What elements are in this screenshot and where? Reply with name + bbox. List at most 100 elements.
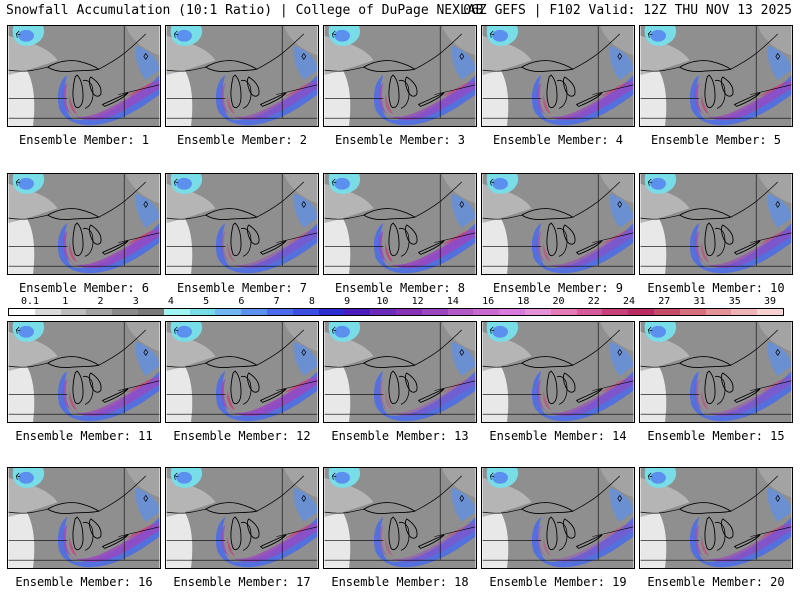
colorbar-label: 14 bbox=[446, 296, 459, 307]
colorbar-label: 22 bbox=[587, 296, 600, 307]
colorbar-swatch bbox=[395, 309, 422, 315]
header-title-right: 06Z GEFS | F102 Valid: 12Z THU NOV 13 20… bbox=[463, 3, 792, 18]
snowfall-map bbox=[639, 321, 793, 423]
ensemble-panel: Ensemble Member: 15 bbox=[639, 321, 793, 445]
colorbar-label: 18 bbox=[517, 296, 530, 307]
ensemble-panel: Ensemble Member: 18 bbox=[323, 467, 477, 591]
colorbar-swatch bbox=[86, 309, 113, 315]
colorbar-swatch bbox=[60, 309, 87, 315]
snowfall-map bbox=[481, 467, 635, 569]
colorbar-swatch bbox=[576, 309, 603, 315]
panel-label: Ensemble Member: 2 bbox=[176, 133, 308, 147]
colorbar-swatch bbox=[34, 309, 61, 315]
ensemble-panel: Ensemble Member: 20 bbox=[639, 467, 793, 591]
colorbar-swatch bbox=[757, 309, 783, 315]
ensemble-panel: Ensemble Member: 19 bbox=[481, 467, 635, 591]
snowfall-map bbox=[165, 467, 319, 569]
panel-label: Ensemble Member: 4 bbox=[492, 133, 624, 147]
panel-label: Ensemble Member: 5 bbox=[650, 133, 782, 147]
colorbar-swatch bbox=[447, 309, 474, 315]
panel-label: Ensemble Member: 18 bbox=[331, 575, 469, 589]
snowfall-map bbox=[323, 467, 477, 569]
colorbar-label: 1 bbox=[62, 296, 69, 307]
snowfall-map bbox=[323, 173, 477, 275]
colorbar-swatch bbox=[292, 309, 319, 315]
panel-label: Ensemble Member: 7 bbox=[176, 281, 308, 295]
ensemble-panel: Ensemble Member: 16 bbox=[7, 467, 161, 591]
colorbar-swatch bbox=[241, 309, 267, 315]
snowfall-map bbox=[639, 173, 793, 275]
colorbar-swatch bbox=[318, 309, 345, 315]
snowfall-map bbox=[481, 173, 635, 275]
colorbar-swatch bbox=[653, 309, 680, 315]
snowfall-map bbox=[639, 467, 793, 569]
colorbar-label: 24 bbox=[623, 296, 636, 307]
colorbar-swatch bbox=[112, 309, 138, 315]
colorbar-label: 16 bbox=[482, 296, 495, 307]
snowfall-map bbox=[165, 321, 319, 423]
ensemble-panel: Ensemble Member: 12 bbox=[165, 321, 319, 445]
colorbar-label: 9 bbox=[344, 296, 351, 307]
colorbar-label: 3 bbox=[132, 296, 139, 307]
ensemble-panel: Ensemble Member: 17 bbox=[165, 467, 319, 591]
colorbar-label: 39 bbox=[763, 296, 777, 307]
ensemble-panel: Ensemble Member: 2 bbox=[165, 25, 319, 149]
colorbar-swatch bbox=[215, 309, 242, 315]
colorbar-label: 2 bbox=[97, 296, 104, 307]
ensemble-panel: Ensemble Member: 4 bbox=[481, 25, 635, 149]
colorbar-label: 35 bbox=[728, 296, 741, 307]
colorbar-label: 0.1 bbox=[20, 296, 40, 307]
colorbar-swatch bbox=[163, 309, 190, 315]
snowfall-map bbox=[323, 25, 477, 127]
colorbar-swatch bbox=[344, 309, 371, 315]
panel-label: Ensemble Member: 15 bbox=[647, 429, 785, 443]
colorbar-label: 10 bbox=[376, 296, 389, 307]
ensemble-panel: Ensemble Member: 10 bbox=[639, 173, 793, 297]
ensemble-panel: Ensemble Member: 9 bbox=[481, 173, 635, 297]
snowfall-map bbox=[481, 321, 635, 423]
colorbar-label: 27 bbox=[658, 296, 671, 307]
snowfall-map bbox=[165, 25, 319, 127]
snowfall-map bbox=[7, 25, 161, 127]
colorbar-strip bbox=[8, 308, 784, 316]
colorbar-label: 8 bbox=[308, 296, 315, 307]
colorbar-swatch bbox=[137, 309, 164, 315]
colorbar-swatch bbox=[602, 309, 629, 315]
snowfall-colorbar: 0.1 1 2 3 4 5 6 7 8 9 10 12 14 16 18 20 22 24 27 31 35 39 bbox=[8, 296, 784, 317]
colorbar-swatch bbox=[550, 309, 577, 315]
ensemble-panel: Ensemble Member: 13 bbox=[323, 321, 477, 445]
ensemble-panel: Ensemble Member: 6 bbox=[7, 173, 161, 297]
panel-label: Ensemble Member: 17 bbox=[173, 575, 311, 589]
ensemble-panel: Ensemble Member: 1 bbox=[7, 25, 161, 149]
colorbar-label: 12 bbox=[411, 296, 424, 307]
ensemble-panel: Ensemble Member: 3 bbox=[323, 25, 477, 149]
colorbar-swatch bbox=[9, 309, 35, 315]
panel-label: Ensemble Member: 6 bbox=[18, 281, 150, 295]
snowfall-map bbox=[639, 25, 793, 127]
snowfall-map bbox=[165, 173, 319, 275]
colorbar-swatch bbox=[628, 309, 654, 315]
panel-label: Ensemble Member: 14 bbox=[489, 429, 627, 443]
ensemble-panel: Ensemble Member: 11 bbox=[7, 321, 161, 445]
colorbar-label: 7 bbox=[273, 296, 280, 307]
ensemble-panel: Ensemble Member: 8 bbox=[323, 173, 477, 297]
panel-label: Ensemble Member: 9 bbox=[492, 281, 624, 295]
colorbar-labels: 0.1 1 2 3 4 5 6 7 8 9 10 12 14 16 18 20 22 24 27 31 35 39 bbox=[8, 296, 784, 308]
snowfall-map bbox=[481, 25, 635, 127]
colorbar-swatch bbox=[731, 309, 758, 315]
panel-label: Ensemble Member: 3 bbox=[334, 133, 466, 147]
colorbar-swatch bbox=[473, 309, 500, 315]
colorbar-label: 31 bbox=[693, 296, 706, 307]
colorbar-swatch bbox=[499, 309, 525, 315]
panel-label: Ensemble Member: 1 bbox=[18, 133, 150, 147]
panel-label: Ensemble Member: 16 bbox=[15, 575, 153, 589]
header-title-left: Snowfall Accumulation (10:1 Ratio) | Col… bbox=[6, 3, 484, 18]
snowfall-map bbox=[7, 173, 161, 275]
ensemble-panel: Ensemble Member: 5 bbox=[639, 25, 793, 149]
colorbar-label: 4 bbox=[167, 296, 174, 307]
ensemble-panel: Ensemble Member: 7 bbox=[165, 173, 319, 297]
panel-label: Ensemble Member: 13 bbox=[331, 429, 469, 443]
colorbar-label: 6 bbox=[238, 296, 245, 307]
colorbar-swatch bbox=[705, 309, 732, 315]
panel-label: Ensemble Member: 12 bbox=[173, 429, 311, 443]
